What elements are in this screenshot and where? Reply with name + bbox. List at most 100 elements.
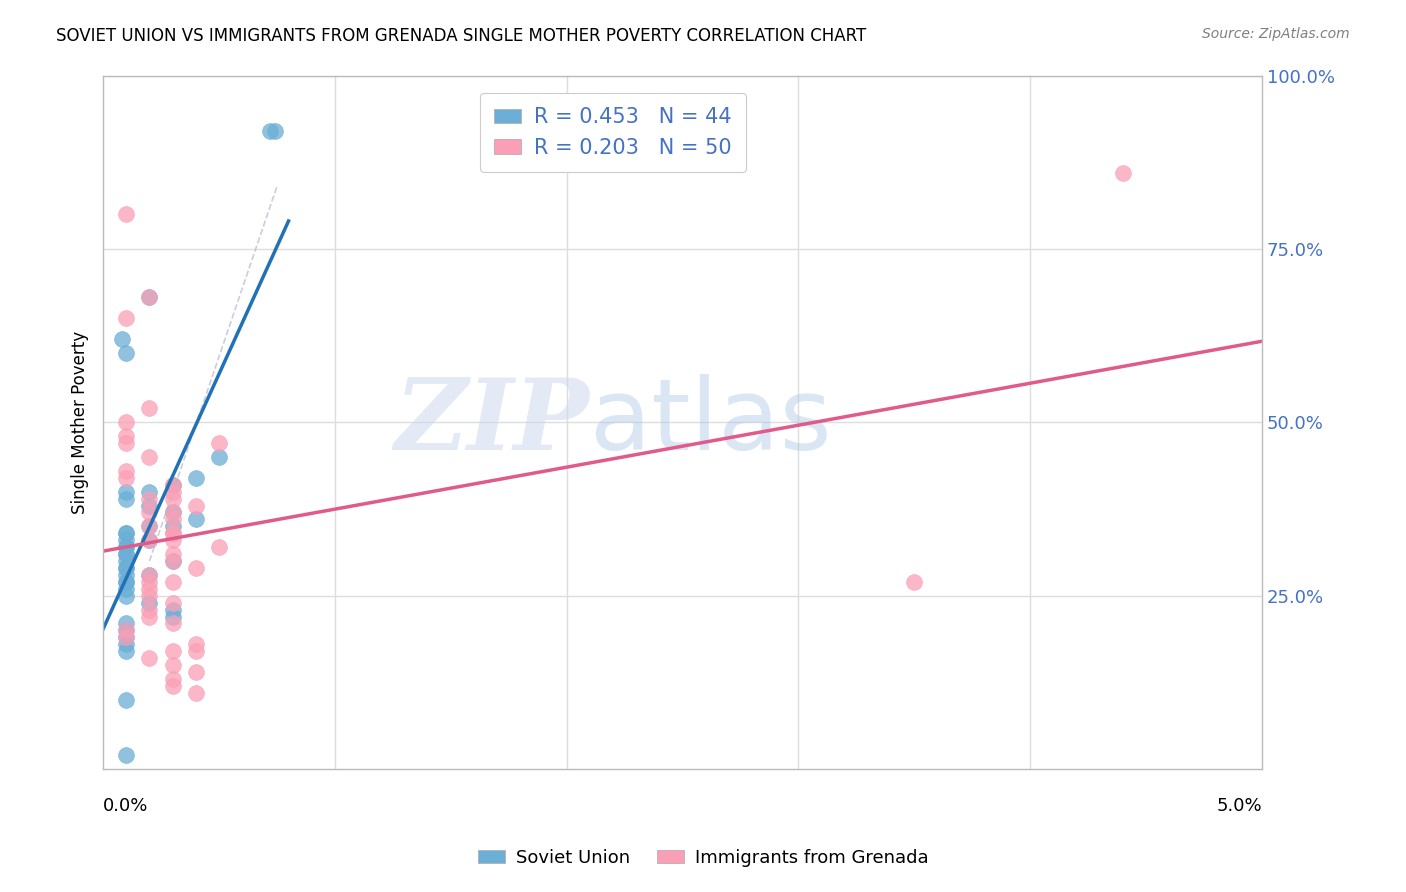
Point [184,499,207,513]
Point [115,567,138,582]
Point [184,665,207,679]
Point [138,567,160,582]
Point [162,512,184,526]
Point [115,644,138,658]
Point [115,311,138,326]
Point [115,533,138,548]
Point [138,602,160,616]
Point [115,561,138,575]
Point [138,533,160,548]
Point [115,692,138,706]
Point [162,574,184,589]
Point [115,547,138,561]
Point [138,491,160,506]
Point [115,574,138,589]
Point [184,512,207,526]
Point [115,616,138,631]
Point [138,484,160,499]
Point [184,637,207,651]
Point [162,477,184,491]
Point [208,436,231,450]
Point [111,332,134,346]
Point [115,582,138,596]
Point [138,499,160,513]
Point [138,450,160,464]
Point [903,574,925,589]
Point [162,506,184,520]
Text: atlas: atlas [589,374,831,471]
Text: 0.0%: 0.0% [103,797,149,814]
Point [162,477,184,491]
Point [138,290,160,304]
Point [138,519,160,533]
Point [138,533,160,548]
Point [138,401,160,416]
Point [138,589,160,603]
Point [115,207,138,221]
Point [138,651,160,665]
Point [162,679,184,693]
Point [162,526,184,541]
Point [115,630,138,644]
Point [138,582,160,596]
Point [115,624,138,638]
Point [115,415,138,429]
Point [162,658,184,673]
Point [208,540,231,554]
Point [162,554,184,568]
Point [1112,166,1135,180]
Point [115,471,138,485]
Y-axis label: Single Mother Poverty: Single Mother Poverty [72,331,89,514]
Point [184,686,207,700]
Point [138,567,160,582]
Point [115,526,138,541]
Point [115,346,138,360]
Point [162,554,184,568]
Point [162,609,184,624]
Point [162,616,184,631]
Point [138,596,160,610]
Point [259,124,281,138]
Point [115,464,138,478]
Point [263,124,285,138]
Point [115,540,138,554]
Text: SOVIET UNION VS IMMIGRANTS FROM GRENADA SINGLE MOTHER POVERTY CORRELATION CHART: SOVIET UNION VS IMMIGRANTS FROM GRENADA … [56,27,866,45]
Point [115,436,138,450]
Point [162,547,184,561]
Point [115,630,138,644]
Point [162,526,184,541]
Point [115,554,138,568]
Point [162,484,184,499]
Point [162,596,184,610]
Point [184,471,207,485]
Point [184,561,207,575]
Point [115,589,138,603]
Point [162,519,184,533]
Point [138,290,160,304]
Legend: Soviet Union, Immigrants from Grenada: Soviet Union, Immigrants from Grenada [471,842,935,874]
Point [115,540,138,554]
Text: ZIP: ZIP [395,374,589,471]
Point [208,450,231,464]
Point [138,609,160,624]
Point [115,561,138,575]
Point [115,429,138,443]
Point [115,526,138,541]
Point [162,602,184,616]
Text: 5.0%: 5.0% [1216,797,1263,814]
Point [138,506,160,520]
Point [115,491,138,506]
Point [162,672,184,686]
Point [162,644,184,658]
Point [138,574,160,589]
Point [115,748,138,763]
Point [162,491,184,506]
Point [162,533,184,548]
Point [138,519,160,533]
Point [115,547,138,561]
Point [115,574,138,589]
Point [115,637,138,651]
Legend: R = 0.453   N = 44, R = 0.203   N = 50: R = 0.453 N = 44, R = 0.203 N = 50 [479,93,747,172]
Point [115,624,138,638]
Point [162,506,184,520]
